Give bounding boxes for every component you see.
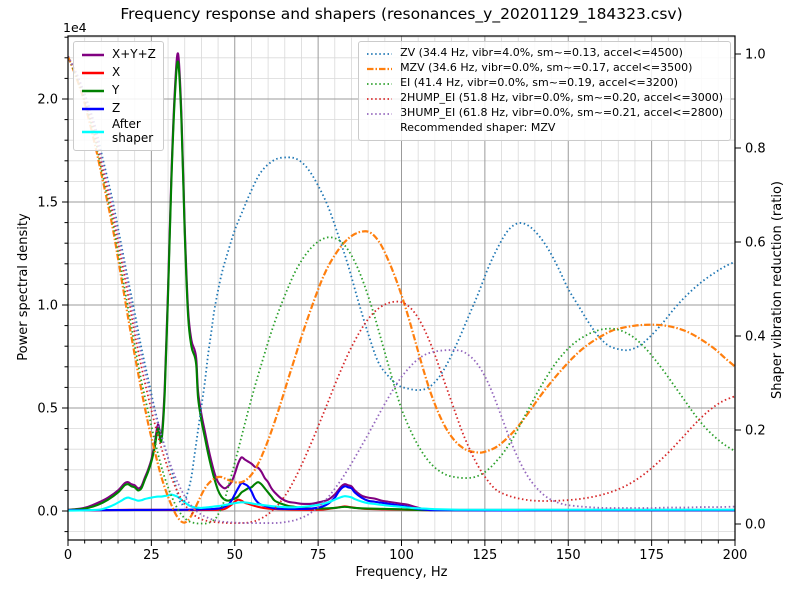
- legend-psd: X+Y+Z X Y Z After shaper: [73, 41, 164, 151]
- legend-item: After shaper: [81, 117, 156, 146]
- left-y-tick-label: 0.0: [37, 505, 58, 520]
- x-tick-label: 175: [639, 548, 664, 563]
- legend-item: ZV (34.4 Hz, vibr=4.0%, sm~=0.13, accel<…: [366, 46, 723, 61]
- series-shaper-mzv: [68, 55, 735, 524]
- legend-item: MZV (34.6 Hz, vibr=0.0%, sm~=0.17, accel…: [366, 61, 723, 76]
- x-tick-label: 100: [389, 548, 414, 563]
- left-y-tick-label: 0.5: [37, 402, 58, 417]
- x-tick-label: 75: [310, 548, 327, 563]
- x-axis-label: Frequency, Hz: [355, 565, 448, 580]
- series-shaper-ei: [68, 55, 735, 525]
- right-y-axis-label: Shaper vibration reduction (ratio): [770, 181, 785, 399]
- legend-label: MZV (34.6 Hz, vibr=0.0%, sm~=0.17, accel…: [400, 61, 693, 75]
- x-tick-label: 150: [556, 548, 581, 563]
- legend-line-sample: [367, 67, 393, 70]
- right-y-tick-label: 0.4: [745, 330, 766, 345]
- left-y-tick-label: 2.0: [37, 93, 58, 108]
- legend-item: EI (41.4 Hz, vibr=0.0%, sm~=0.19, accel<…: [366, 76, 723, 91]
- right-y-tick-label: 1.0: [745, 48, 766, 63]
- legend-item: X: [81, 64, 156, 82]
- legend-label: 3HUMP_EI (61.8 Hz, vibr=0.0%, sm~=0.21, …: [400, 106, 723, 120]
- x-tick-label: 50: [226, 548, 243, 563]
- y-axis-offset-label: 1e4: [63, 20, 87, 35]
- legend-line-sample: [367, 112, 393, 115]
- x-tick-label: 0: [64, 548, 72, 563]
- legend-label: EI (41.4 Hz, vibr=0.0%, sm~=0.19, accel<…: [400, 76, 679, 90]
- legend-item: 3HUMP_EI (61.8 Hz, vibr=0.0%, sm~=0.21, …: [366, 106, 723, 121]
- left-y-axis-label: Power spectral density: [16, 213, 31, 361]
- legend-line-sample: [82, 130, 104, 133]
- chart-title: Frequency response and shapers (resonanc…: [120, 5, 683, 23]
- left-y-tick-label: 1.5: [37, 196, 58, 211]
- legend-sample-spacer: [366, 124, 393, 134]
- x-tick-label: 200: [723, 548, 748, 563]
- legend-item: 2HUMP_EI (51.8 Hz, vibr=0.0%, sm~=0.20, …: [366, 91, 723, 106]
- legend-shapers: ZV (34.4 Hz, vibr=4.0%, sm~=0.13, accel<…: [358, 41, 731, 141]
- legend-label: X: [112, 65, 121, 80]
- series-shaper-3hump_ei: [68, 55, 735, 524]
- legend-item: Z: [81, 100, 156, 118]
- legend-line-sample: [82, 89, 104, 93]
- legend-line-sample: [367, 82, 393, 85]
- right-y-tick-label: 0.6: [745, 236, 766, 251]
- legend-label: Y: [112, 83, 120, 98]
- legend-item: Y: [81, 82, 156, 100]
- legend-line-sample: [82, 53, 104, 57]
- legend-label: Recommended shaper: MZV: [400, 121, 556, 135]
- legend-item: X+Y+Z: [81, 46, 156, 64]
- legend-line-sample: [82, 107, 104, 111]
- right-y-tick-label: 0.0: [745, 518, 766, 533]
- series-psd-y: [68, 60, 735, 512]
- legend-line-sample: [367, 52, 393, 55]
- right-y-tick-label: 0.2: [745, 424, 766, 439]
- curves: [68, 52, 735, 525]
- legend-label: X+Y+Z: [112, 47, 156, 62]
- right-y-tick-label: 0.8: [745, 142, 766, 157]
- legend-footer-recommended-shaper: Recommended shaper: MZV: [366, 121, 723, 136]
- series-psd-after-shaper: [68, 493, 735, 512]
- series-shaper-2hump_ei: [68, 55, 735, 524]
- legend-label: After shaper: [112, 117, 154, 145]
- left-y-tick-label: 1.0: [37, 299, 58, 314]
- x-tick-label: 25: [143, 548, 160, 563]
- tick-labels: 0 25 50 75 100 125 150 175 200 0.0 0.5 1.0 1.5 2.0 0.0…: [37, 48, 765, 564]
- legend-label: 2HUMP_EI (51.8 Hz, vibr=0.0%, sm~=0.20, …: [400, 91, 723, 105]
- ticks: [62, 36, 741, 546]
- x-tick-label: 125: [472, 548, 497, 563]
- legend-label: Z: [112, 101, 121, 116]
- legend-line-sample: [82, 71, 104, 75]
- legend-line-sample: [367, 97, 393, 100]
- legend-label: ZV (34.4 Hz, vibr=4.0%, sm~=0.13, accel<…: [400, 46, 683, 60]
